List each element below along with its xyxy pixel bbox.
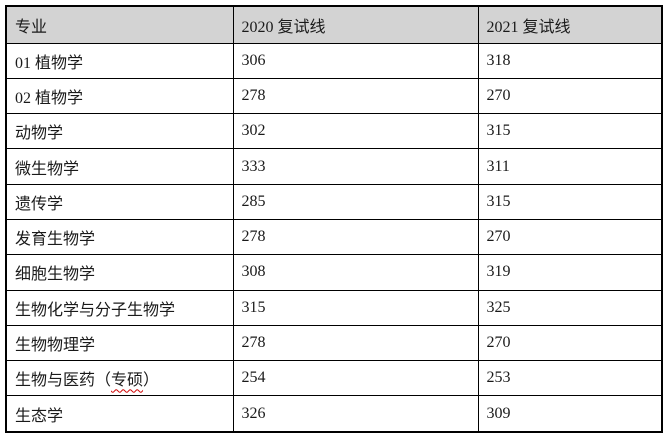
score-2021-cell: 325 [477,289,663,326]
table-row: 生物与医药（专硕） 254 253 [5,360,663,397]
score-2021-cell: 270 [477,77,663,115]
table-body: 01 植物学 306 318 02 植物学 278 270 动物学 302 315 微生物学 333… [5,42,663,433]
table-row: 02 植物学 278 270 [5,77,663,115]
major-cell: 生物化学与分子生物学 [5,289,234,326]
major-cell: 生物与医药（专硕） [5,360,234,397]
score-2020-cell: 315 [232,289,479,326]
score-2021-cell: 315 [477,113,663,150]
score-2020-cell: 326 [232,395,479,433]
score-2021-cell: 319 [477,254,663,291]
col-header-2021: 2021 复试线 [477,5,663,44]
major-cell: 发育生物学 [5,218,234,256]
score-2021-cell: 253 [477,360,663,397]
major-cell: 01 植物学 [5,42,234,79]
col-header-major: 专业 [5,5,234,44]
major-cell: 微生物学 [5,148,234,185]
score-2021-cell: 318 [477,42,663,79]
score-2020-cell: 302 [232,113,479,150]
major-cell: 生态学 [5,395,234,433]
table-row: 生物化学与分子生物学 315 325 [5,289,663,326]
col-header-2020: 2020 复试线 [232,5,479,44]
table-row: 生物物理学 278 270 [5,324,663,362]
table-row: 微生物学 333 311 [5,148,663,185]
table-row: 发育生物学 278 270 [5,218,663,256]
spellcheck-underline: 专硕 [111,372,144,390]
score-2021-cell: 309 [477,395,663,433]
score-2020-cell: 333 [232,148,479,185]
table-row: 遗传学 285 315 [5,183,663,220]
score-2020-cell: 285 [232,183,479,220]
score-2021-cell: 270 [477,218,663,256]
major-cell: 动物学 [5,113,234,150]
score-2020-cell: 308 [232,254,479,291]
score-table: 专业 2020 复试线 2021 复试线 01 植物学 306 318 02 植物学 2… [5,5,663,433]
score-2020-cell: 278 [232,218,479,256]
score-2020-cell: 278 [232,324,479,362]
score-2021-cell: 315 [477,183,663,220]
table-row: 01 植物学 306 318 [5,42,663,79]
major-cell: 02 植物学 [5,77,234,115]
score-2020-cell: 254 [232,360,479,397]
table-row: 生态学 326 309 [5,395,663,433]
score-2021-cell: 311 [477,148,663,185]
score-2020-cell: 278 [232,77,479,115]
header-row: 专业 2020 复试线 2021 复试线 [5,5,663,44]
score-2020-cell: 306 [232,42,479,79]
table-row: 细胞生物学 308 319 [5,254,663,291]
major-cell: 遗传学 [5,183,234,220]
major-cell: 生物物理学 [5,324,234,362]
score-2021-cell: 270 [477,324,663,362]
table-row: 动物学 302 315 [5,113,663,150]
major-cell: 细胞生物学 [5,254,234,291]
